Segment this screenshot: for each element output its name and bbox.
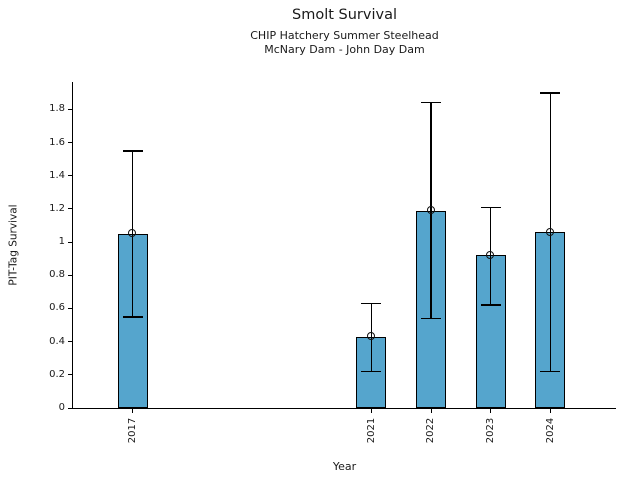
chart-title: Smolt Survival [292, 7, 397, 23]
y-tick-label: 1.4 [49, 169, 65, 181]
point-marker-2024 [545, 227, 554, 236]
y-tick [68, 374, 72, 376]
y-tick-label: 1 [58, 236, 65, 248]
x-tick-2021 [370, 409, 372, 413]
x-axis-label: Year [332, 460, 357, 473]
error-cap-top-2023 [480, 206, 501, 208]
y-axis-spine [72, 82, 73, 409]
y-tick-label: 0 [58, 402, 65, 413]
y-tick [68, 108, 72, 110]
point-marker-2023 [486, 250, 495, 259]
y-tick [68, 407, 72, 409]
point-marker-2017 [128, 229, 137, 238]
x-axis-spine [72, 408, 616, 409]
x-tick-2022 [430, 409, 432, 413]
error-cap-bottom-2024 [540, 370, 561, 373]
y-tick [68, 341, 72, 343]
error-cap-bottom-2017 [122, 316, 143, 318]
y-tick [68, 175, 72, 177]
error-cap-bottom-2021 [361, 370, 382, 373]
y-tick [68, 241, 72, 243]
y-tick-label: 0.6 [49, 302, 65, 314]
error-cap-top-2021 [361, 302, 382, 305]
y-tick-label: 0.2 [49, 368, 65, 380]
y-tick-label: 0.4 [49, 335, 65, 347]
plot-area: 0 0.2 0.4 0.6 0.8 1 1.2 1.4 1.6 1.8 2017 2021 2022 20… [49, 82, 616, 443]
error-cap-top-2017 [122, 150, 143, 152]
y-tick-label: 1.2 [49, 202, 65, 214]
y-tick [68, 142, 72, 144]
point-marker-2021 [366, 332, 375, 341]
error-cap-bottom-2023 [480, 304, 501, 306]
point-marker-2022 [426, 206, 435, 215]
x-tick-2024 [549, 409, 551, 413]
x-tick-2023 [490, 409, 492, 413]
chart-subtitle-hatchery: CHIP Hatchery Summer Steelhead [250, 29, 439, 42]
y-tick [68, 208, 72, 210]
y-tick [68, 274, 72, 276]
y-tick-label: 1.6 [49, 136, 65, 148]
x-tick-2017 [132, 409, 134, 413]
error-cap-bottom-2022 [421, 317, 442, 320]
y-tick [68, 307, 72, 309]
chart-subtitle-reach: McNary Dam - John Day Dam [264, 43, 425, 56]
error-cap-top-2024 [540, 92, 561, 94]
error-cap-top-2022 [421, 101, 442, 104]
y-tick-label: 0.8 [49, 269, 65, 281]
y-tick-label: 1.8 [49, 103, 65, 115]
